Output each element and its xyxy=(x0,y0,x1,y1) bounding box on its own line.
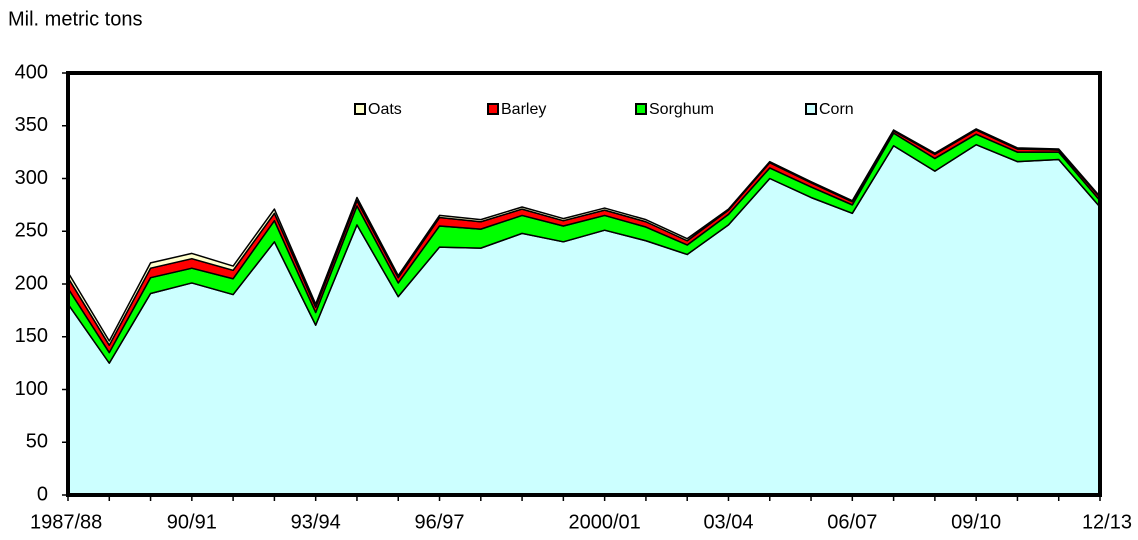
x-tick-label: 2000/01 xyxy=(568,511,640,533)
y-tick-label: 50 xyxy=(26,431,48,453)
y-axis-label: Mil. metric tons xyxy=(8,8,142,30)
legend-label: Corn xyxy=(819,101,854,118)
y-tick-label: 100 xyxy=(15,378,48,400)
y-tick-label: 0 xyxy=(37,483,48,505)
x-tick-label: 03/04 xyxy=(703,511,753,533)
x-tick-label: 90/91 xyxy=(167,511,217,533)
x-tick-label: 06/07 xyxy=(827,511,877,533)
y-tick-label: 400 xyxy=(15,61,48,83)
x-tick-label: 96/97 xyxy=(414,511,464,533)
legend-swatch xyxy=(635,103,647,115)
legend-swatch xyxy=(805,103,817,115)
legend-swatch xyxy=(487,103,499,115)
area xyxy=(67,143,1101,496)
x-tick-label: 93/94 xyxy=(291,511,341,533)
legend-label: Sorghum xyxy=(649,101,714,118)
y-tick-label: 200 xyxy=(15,272,48,294)
y-tick-label: 150 xyxy=(15,325,48,347)
y-tick-label: 350 xyxy=(15,114,48,136)
x-tick-label: 12/13 xyxy=(1082,511,1132,533)
x-tick-label: 1987/88 xyxy=(30,511,102,533)
legend-swatch xyxy=(354,103,366,115)
y-tick-label: 250 xyxy=(15,220,48,242)
legend-label: Barley xyxy=(501,101,546,118)
legend-label: Oats xyxy=(368,101,402,118)
x-tick-label: 09/10 xyxy=(951,511,1001,533)
y-tick-label: 300 xyxy=(15,167,48,189)
